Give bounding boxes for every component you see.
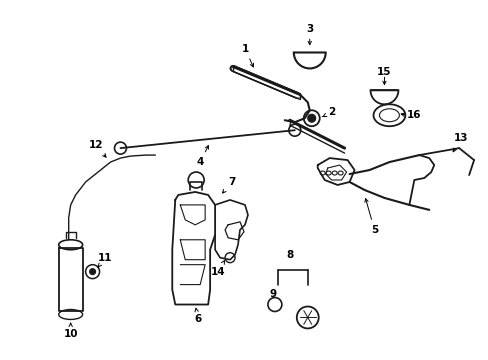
Circle shape [307, 114, 315, 122]
Text: 7: 7 [222, 177, 235, 193]
Text: 14: 14 [210, 261, 225, 276]
Text: 13: 13 [452, 133, 468, 152]
Text: 2: 2 [322, 107, 335, 117]
Text: 5: 5 [364, 199, 377, 235]
Text: 4: 4 [196, 145, 208, 167]
Text: 6: 6 [194, 308, 202, 324]
Text: 3: 3 [305, 24, 313, 45]
Text: 8: 8 [285, 250, 293, 260]
Text: 10: 10 [63, 323, 78, 339]
Text: 15: 15 [376, 67, 391, 77]
Text: 1: 1 [241, 44, 253, 67]
Text: 12: 12 [88, 140, 106, 157]
Text: 9: 9 [269, 289, 276, 298]
Text: 11: 11 [98, 253, 113, 267]
Text: 16: 16 [406, 110, 421, 120]
Circle shape [89, 269, 95, 275]
